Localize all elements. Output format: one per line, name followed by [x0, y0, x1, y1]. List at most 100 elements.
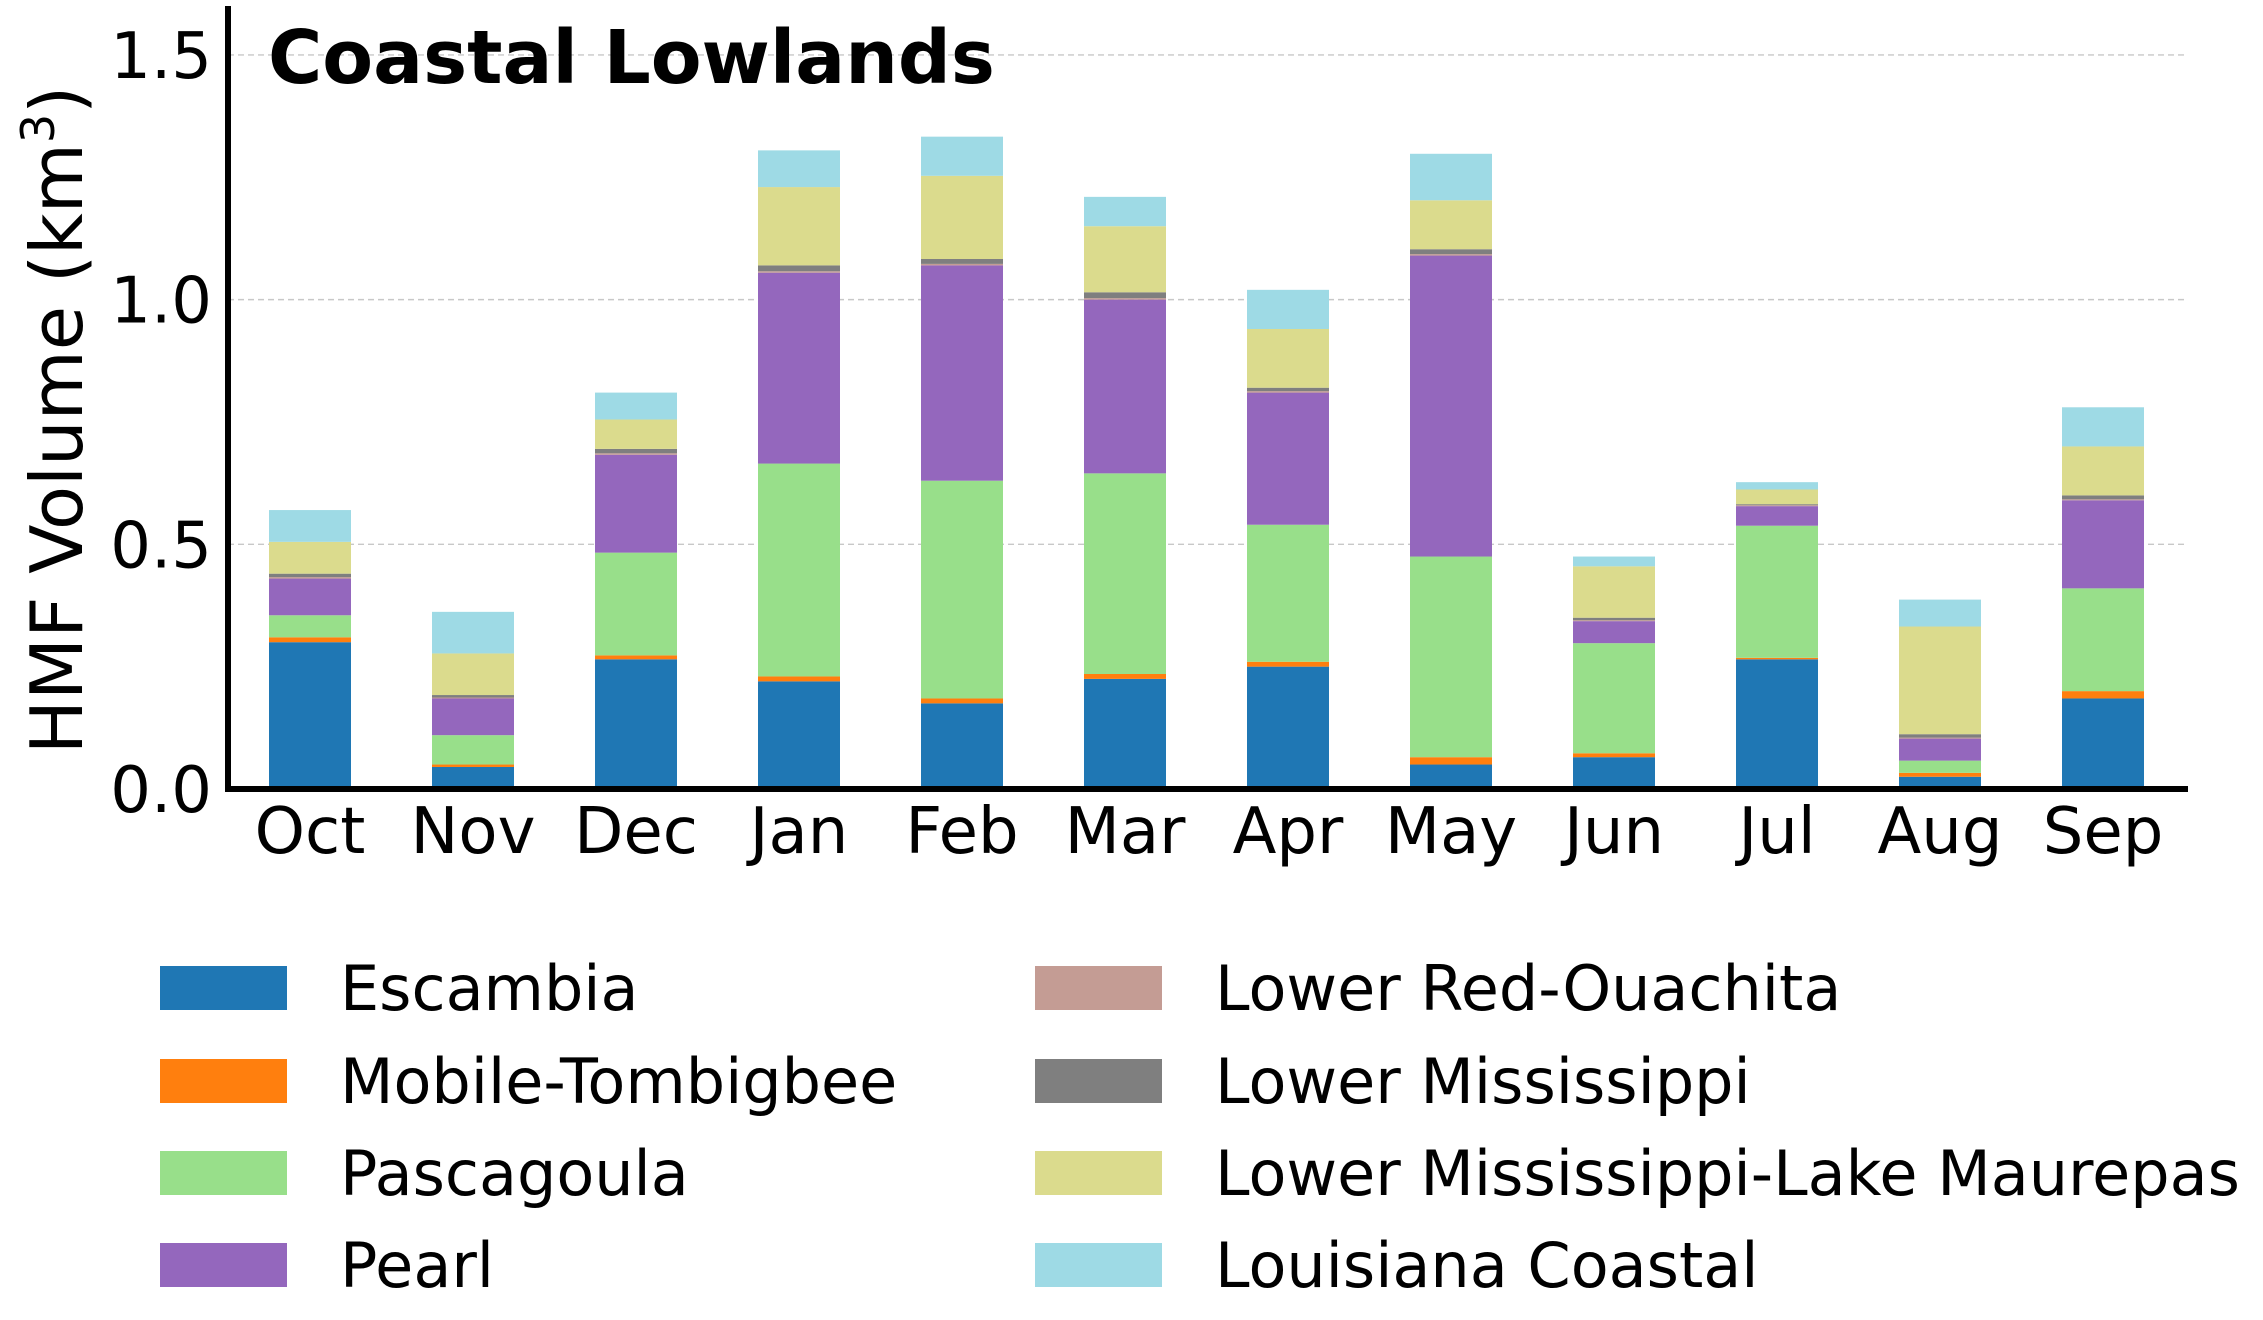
bar-lower-mississippi-feb	[921, 259, 1003, 264]
y-tick-label: 1.0	[110, 265, 212, 339]
bar-louisiana-coastal-nov	[432, 611, 514, 654]
bar-louisiana-coastal-sep	[2062, 407, 2144, 447]
bar-mobile-tombigbee-nov	[432, 764, 514, 767]
bar-louisiana-coastal-jan	[758, 150, 840, 188]
bar-pearl-nov	[432, 698, 514, 736]
bar-lower-mississippi-nov	[432, 695, 514, 698]
bar-pearl-jun	[1573, 621, 1655, 644]
bar-lower-mississippi-lake-maurepas-nov	[432, 653, 514, 696]
bar-pearl-aug	[1899, 738, 1981, 761]
legend-swatch-louisiana-coastal	[1035, 1243, 1162, 1287]
bar-lower-mississippi-may	[1410, 249, 1492, 255]
bar-lower-red-ouachita-jan	[758, 271, 840, 273]
bar-pascagoula-oct	[269, 615, 351, 638]
bar-lower-red-ouachita-apr	[1247, 391, 1329, 393]
bar-lower-mississippi-lake-maurepas-jun	[1573, 566, 1655, 618]
bar-lower-mississippi-lake-maurepas-oct	[269, 541, 351, 574]
bar-lower-red-ouachita-aug	[1899, 737, 1981, 739]
bar-lower-red-ouachita-jul	[1736, 505, 1818, 507]
bar-louisiana-coastal-may	[1410, 153, 1492, 201]
bar-lower-mississippi-oct	[269, 573, 351, 578]
bar-lower-mississippi-lake-maurepas-mar	[1084, 226, 1166, 293]
bar-louisiana-coastal-jul	[1736, 482, 1818, 490]
legend-label-pascagoula: Pascagoula	[340, 1137, 689, 1210]
bar-escambia-jun	[1573, 757, 1655, 789]
bar-lower-mississippi-dec	[595, 448, 677, 454]
bar-mobile-tombigbee-dec	[595, 655, 677, 660]
x-tick-label: Feb	[905, 795, 1018, 869]
y-axis-label-main: HMF Volume (km	[15, 143, 99, 754]
bar-pascagoula-jun	[1573, 643, 1655, 754]
bar-mobile-tombigbee-feb	[921, 698, 1003, 704]
bar-escambia-jan	[758, 681, 840, 789]
legend-swatch-lower-red-ouachita	[1035, 966, 1162, 1010]
bar-pascagoula-jan	[758, 463, 840, 677]
bar-lower-red-ouachita-sep	[2062, 499, 2144, 501]
bar-lower-red-ouachita-may	[1410, 254, 1492, 256]
bar-escambia-apr	[1247, 666, 1329, 789]
x-ticks: Oct Nov Dec Jan Feb Mar Apr May Jun Jul Aug Sep	[255, 795, 2164, 869]
legend-swatch-escambia	[160, 966, 287, 1010]
bar-mobile-tombigbee-apr	[1247, 661, 1329, 667]
axes	[225, 6, 2188, 792]
bar-louisiana-coastal-feb	[921, 136, 1003, 176]
bar-lower-mississippi-sep	[2062, 495, 2144, 500]
x-tick-label: Aug	[1878, 795, 2003, 869]
legend: Escambia Mobile-Tombigbee Pascagoula Pearl L…	[160, 952, 2240, 1302]
bar-pearl-jul	[1736, 506, 1818, 526]
bar-lower-mississippi-jul	[1736, 504, 1818, 506]
bar-mobile-tombigbee-oct	[269, 637, 351, 643]
bar-pascagoula-aug	[1899, 760, 1981, 773]
bar-lower-mississippi-lake-maurepas-jan	[758, 187, 840, 266]
x-tick-label: Oct	[255, 795, 366, 869]
bar-lower-mississippi-jun	[1573, 617, 1655, 621]
legend-swatch-lower-mississippi	[1035, 1059, 1162, 1103]
bar-lower-mississippi-apr	[1247, 387, 1329, 392]
legend-swatch-pascagoula	[160, 1151, 287, 1195]
legend-label-louisiana-coastal: Louisiana Coastal	[1215, 1229, 1758, 1302]
bar-pearl-mar	[1084, 299, 1166, 474]
bar-lower-red-ouachita-oct	[269, 577, 351, 579]
bar-lower-red-ouachita-jun	[1573, 620, 1655, 622]
x-tick-label: Jul	[1734, 795, 1815, 869]
legend-label-escambia: Escambia	[340, 952, 639, 1025]
bar-mobile-tombigbee-may	[1410, 757, 1492, 765]
x-tick-label: Nov	[411, 795, 536, 869]
y-axis-label-superscript: 3	[11, 114, 65, 143]
y-tick-label: 0.5	[110, 509, 212, 583]
bar-escambia-feb	[921, 703, 1003, 789]
bar-lower-mississippi-lake-maurepas-dec	[595, 419, 677, 449]
bar-escambia-may	[1410, 764, 1492, 789]
bar-louisiana-coastal-jun	[1573, 556, 1655, 567]
chart-title: Coastal Lowlands	[268, 15, 995, 101]
bar-pearl-dec	[595, 454, 677, 553]
x-tick-label: Jun	[1560, 795, 1664, 869]
bar-pearl-jan	[758, 272, 840, 464]
bar-pascagoula-jul	[1736, 525, 1818, 658]
y-tick-label: 0.0	[110, 754, 212, 828]
bar-louisiana-coastal-dec	[595, 392, 677, 420]
bar-escambia-nov	[432, 766, 514, 789]
bar-lower-red-ouachita-mar	[1084, 298, 1166, 300]
bar-pascagoula-nov	[432, 735, 514, 765]
legend-label-lower-mississippi: Lower Mississippi	[1215, 1045, 1751, 1118]
legend-swatch-mobile-tombigbee	[160, 1059, 287, 1103]
x-tick-label: May	[1385, 795, 1517, 869]
bar-lower-mississippi-lake-maurepas-may	[1410, 200, 1492, 250]
x-tick-label: Apr	[1233, 795, 1344, 869]
bar-louisiana-coastal-oct	[269, 510, 351, 542]
y-axis-label: HMF Volume (km3)	[11, 86, 99, 755]
bar-lower-red-ouachita-nov	[432, 697, 514, 699]
bar-escambia-dec	[595, 659, 677, 789]
bar-pearl-feb	[921, 265, 1003, 481]
bar-mobile-tombigbee-aug	[1899, 772, 1981, 777]
x-tick-label: Jan	[746, 795, 849, 869]
bars	[269, 136, 2144, 789]
bar-pascagoula-may	[1410, 556, 1492, 758]
x-tick-label: Sep	[2043, 795, 2164, 869]
legend-label-lower-red-ouachita: Lower Red-Ouachita	[1215, 952, 1841, 1025]
bar-lower-mississippi-mar	[1084, 292, 1166, 299]
bar-escambia-aug	[1899, 776, 1981, 789]
bar-escambia-oct	[269, 642, 351, 789]
bar-mobile-tombigbee-jan	[758, 676, 840, 682]
